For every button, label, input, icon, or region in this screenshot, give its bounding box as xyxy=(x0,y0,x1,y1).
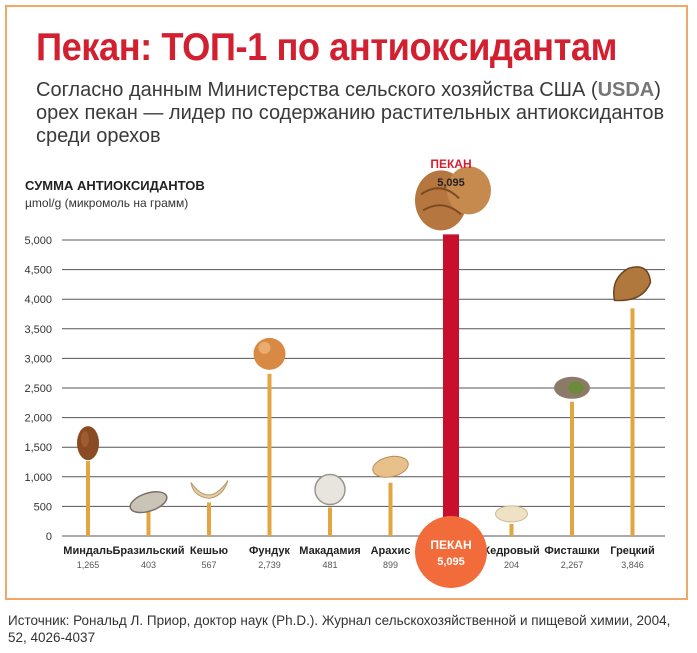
subtitle: Согласно данным Министерства сельского х… xyxy=(36,79,676,148)
nut-illustrations xyxy=(77,166,652,523)
category-label: Грецкий xyxy=(610,545,654,557)
value-label: 2,739 xyxy=(258,560,281,570)
y-tick-label: 2,000 xyxy=(24,413,52,425)
highlight-top-name: ПЕКАН xyxy=(430,157,471,171)
cashew-icon xyxy=(190,480,229,499)
category-label: Фундук xyxy=(249,545,290,557)
y-axis-unit: µmol/g (микромоль на грамм) xyxy=(25,196,189,210)
pine-nut-icon xyxy=(495,505,528,523)
category-label: Кедровый xyxy=(483,545,539,557)
category-labels: Миндаль Бразильский Кешью Фундук Макадамия Ар… xyxy=(63,545,654,557)
pistachio-kernel-icon xyxy=(568,381,584,394)
source-citation: Источник: Рональд Л. Приор, доктор наук … xyxy=(8,613,671,645)
bar xyxy=(630,308,635,536)
subtitle-text-start: Согласно данным Министерства сельского х… xyxy=(36,79,598,101)
category-label: Кешью xyxy=(190,545,228,557)
y-tick-label: 0 xyxy=(46,531,52,543)
highlight-circle-value: 5,095 xyxy=(437,556,465,568)
y-tick-label: 500 xyxy=(34,501,52,513)
bar xyxy=(86,461,90,536)
value-label: 3,846 xyxy=(621,560,644,570)
page-title: Пекан: ТОП-1 по антиоксидантам xyxy=(36,26,617,69)
bar xyxy=(207,502,211,536)
value-label: 1,265 xyxy=(77,560,100,570)
category-label: Арахис xyxy=(371,545,411,557)
value-label: 403 xyxy=(141,560,156,570)
bar xyxy=(328,507,332,536)
hazelnut-icon xyxy=(253,337,286,370)
highlight-circle-name: ПЕКАН xyxy=(430,538,471,552)
pecan-half-icon xyxy=(447,166,491,215)
bar xyxy=(267,373,272,536)
category-label: Миндаль xyxy=(63,545,113,557)
value-label: 899 xyxy=(383,560,398,570)
macadamia-icon xyxy=(314,473,346,506)
y-tick-label: 3,500 xyxy=(24,324,52,336)
almond-highlight-icon xyxy=(81,431,89,448)
grid-lines xyxy=(62,239,665,537)
y-axis-title: СУММА АНТИОКСИДАНТОВ xyxy=(25,178,205,193)
brazil-nut-icon xyxy=(129,491,168,514)
usda-label: USDA xyxy=(597,79,655,101)
value-label: 481 xyxy=(322,560,337,570)
value-labels: 1,265 403 567 2,739 481 899 204 2,267 3,846 xyxy=(77,560,644,570)
y-tick-labels: 0 500 1,000 1,500 2,000 2,500 3,000 3,500 4,000 4… xyxy=(24,235,52,543)
bars xyxy=(86,234,635,536)
category-label: Фисташки xyxy=(544,545,599,557)
chart-frame xyxy=(5,5,688,600)
highlight-circle xyxy=(415,516,487,588)
subtitle-text-end: ) орех пекан — лидер по содержанию расти… xyxy=(36,79,665,147)
y-tick-label: 5,000 xyxy=(24,235,52,247)
peanut-icon xyxy=(372,455,409,478)
y-tick-label: 1,000 xyxy=(24,472,52,484)
value-label: 2,267 xyxy=(561,560,584,570)
value-label: 567 xyxy=(201,560,216,570)
y-tick-label: 4,000 xyxy=(24,294,52,306)
highlight-top-value: 5,095 xyxy=(437,177,465,189)
y-tick-label: 1,500 xyxy=(24,442,52,454)
y-tick-label: 2,500 xyxy=(24,383,52,395)
category-label: Макадамия xyxy=(299,545,360,557)
bar xyxy=(509,523,514,536)
bar xyxy=(388,482,393,536)
highlight: ПЕКАН 5,095 ПЕКАН 5,095 xyxy=(415,157,487,588)
hazelnut-highlight-icon xyxy=(258,341,271,354)
bar xyxy=(570,401,574,536)
bar xyxy=(146,512,151,536)
bar xyxy=(443,234,459,536)
pecan-ridge-icon xyxy=(420,187,462,216)
walnut-icon xyxy=(613,266,652,302)
value-label: 204 xyxy=(504,560,519,570)
y-tick-label: 3,000 xyxy=(24,353,52,365)
category-label: Бразильский xyxy=(112,545,184,557)
y-tick-label: 4,500 xyxy=(24,265,52,277)
